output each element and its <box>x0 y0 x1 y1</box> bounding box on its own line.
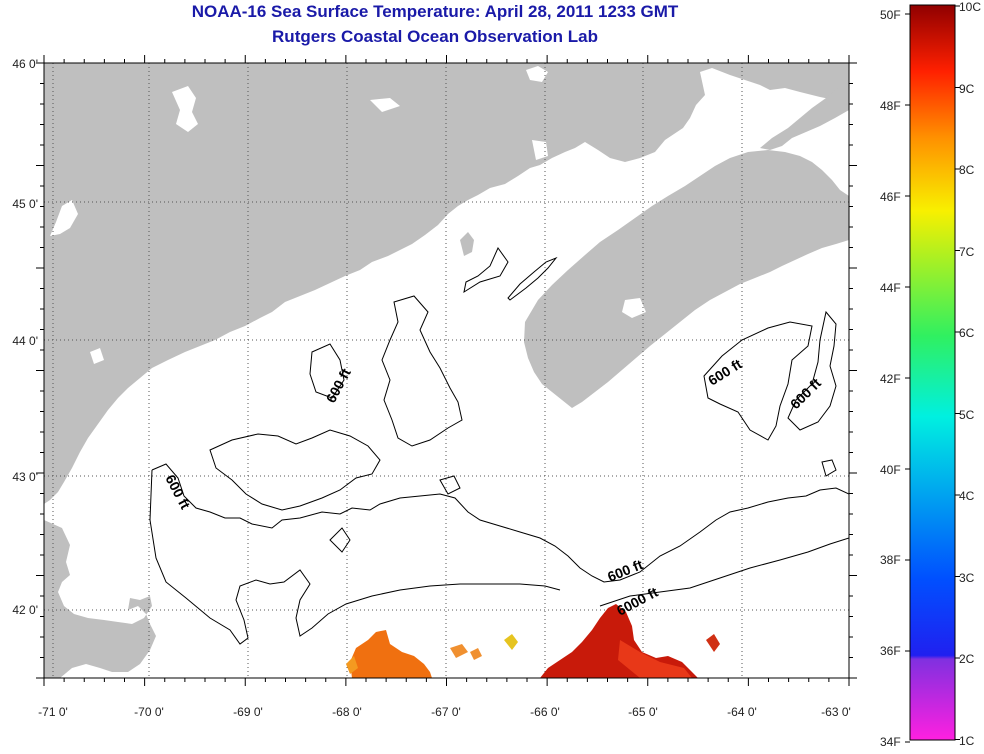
colorbar-label-f: 44F <box>880 281 901 295</box>
contour-600ft-bank3 <box>209 429 381 511</box>
lon-label: -64 0' <box>727 705 757 719</box>
lake-4 <box>526 66 548 82</box>
sst-patch-dots <box>450 644 482 660</box>
lat-label: 43 0' <box>12 470 38 484</box>
lake-1 <box>172 86 198 132</box>
colorbar-label-c: 6C <box>959 326 975 340</box>
sst-patch-mid-small <box>346 656 358 674</box>
contour-fundy <box>507 256 558 301</box>
cape-breton-landmass <box>760 63 849 150</box>
lat-label: 45 0' <box>12 197 38 211</box>
lat-label: 42 0' <box>12 603 38 617</box>
contour-ledge <box>463 246 509 294</box>
colorbar-label-f: 46F <box>880 190 901 204</box>
contour-600ft-east2 <box>787 310 837 431</box>
colorbar-label-c: 9C <box>959 82 975 96</box>
lon-label: -67 0' <box>431 705 461 719</box>
colorbar-label-c: 4C <box>959 489 975 503</box>
sst-patch-yellow <box>504 634 518 650</box>
mainland-landmass <box>44 63 849 504</box>
contour-600ft-bank1 <box>309 343 345 399</box>
cape-cod-landmass <box>44 520 156 678</box>
lon-label: -68 0' <box>332 705 362 719</box>
lon-label: -70 0' <box>134 705 164 719</box>
colorbar-label-c: 5C <box>959 408 975 422</box>
colorbar-label-f: 42F <box>880 372 901 386</box>
grand-manan-island <box>460 232 474 256</box>
contour-patch3 <box>439 475 461 495</box>
nova-scotia-landmass <box>524 150 849 408</box>
colorbar-label-f: 34F <box>880 735 901 749</box>
lat-label: 46 0' <box>12 57 38 71</box>
colorbar-label-f: 38F <box>880 553 901 567</box>
map-subtitle: Rutgers Coastal Ocean Observation Lab <box>272 27 598 46</box>
lat-label: 44 0' <box>12 334 38 348</box>
sst-patch-small-east <box>706 634 720 652</box>
colorbar-label-f: 40F <box>880 463 901 477</box>
contour-600ft-east1 <box>703 321 813 441</box>
colorbar-label-c: 2C <box>959 652 975 666</box>
colorbar-label-c: 10C <box>959 0 982 14</box>
lon-label: -69 0' <box>233 705 263 719</box>
lake-6 <box>622 298 646 318</box>
contour-600ft-bank2 <box>381 295 463 447</box>
contour-600ft-inner <box>149 469 561 645</box>
lon-label: -65 0' <box>628 705 658 719</box>
map-title: NOAA-16 Sea Surface Temperature: April 2… <box>191 2 679 21</box>
sst-patch-mid <box>350 630 432 678</box>
lon-label: -63 0' <box>821 705 851 719</box>
colorbar-label-f: 36F <box>880 644 901 658</box>
colorbar-label-c: 1C <box>959 734 975 748</box>
colorbar-label-f: 48F <box>880 99 901 113</box>
lake-2 <box>50 200 78 236</box>
lon-label: -66 0' <box>530 705 560 719</box>
lake-3 <box>90 348 104 364</box>
contour-patch2 <box>329 527 351 553</box>
colorbar-label-c: 8C <box>959 163 975 177</box>
contour-600ft-georges <box>151 463 849 583</box>
contour-patch1 <box>821 459 837 477</box>
sst-patch-warm-edge <box>618 640 692 678</box>
sst-patch-warm <box>540 604 698 678</box>
lake-5 <box>370 98 400 112</box>
contour-6000ft <box>599 537 849 607</box>
lake-7 <box>532 140 548 160</box>
temperature-colorbar <box>909 4 956 741</box>
colorbar-label-c: 3C <box>959 571 975 585</box>
colorbar-label-c: 7C <box>959 245 975 259</box>
colorbar-label-f: 50F <box>880 8 901 22</box>
lon-label: -71 0' <box>38 705 68 719</box>
